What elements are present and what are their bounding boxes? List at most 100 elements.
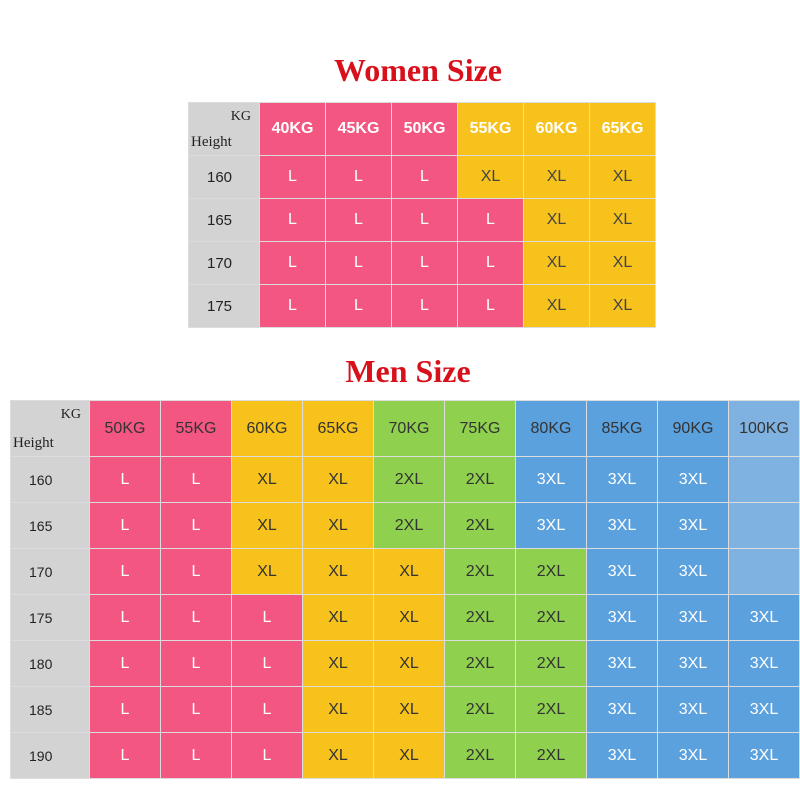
men-size-cell: L: [161, 641, 231, 686]
men-size-cell: 2XL: [374, 503, 444, 548]
women-size-cell: L: [260, 285, 325, 327]
men-size-cell: 2XL: [445, 503, 515, 548]
men-size-cell: 3XL: [516, 457, 586, 502]
women-size-cell: L: [326, 285, 391, 327]
men-size-cell: L: [161, 549, 231, 594]
men-size-cell: L: [90, 733, 160, 778]
men-size-cell: L: [90, 641, 160, 686]
men-col-header: 65KG: [303, 401, 373, 456]
men-row-height: 190: [11, 733, 89, 778]
men-size-cell: 3XL: [729, 687, 799, 732]
women-size-cell: L: [458, 199, 523, 241]
men-size-cell: 3XL: [587, 549, 657, 594]
men-size-cell: 3XL: [587, 687, 657, 732]
men-size-cell: 3XL: [658, 595, 728, 640]
men-size-cell: XL: [303, 503, 373, 548]
men-col-header: 90KG: [658, 401, 728, 456]
women-size-cell: XL: [524, 199, 589, 241]
men-col-header: 100KG: [729, 401, 799, 456]
men-size-cell: [729, 457, 799, 502]
men-size-cell: XL: [303, 549, 373, 594]
men-size-cell: L: [161, 687, 231, 732]
men-size-cell: 3XL: [587, 641, 657, 686]
women-col-header: 45KG: [326, 103, 391, 155]
women-size-cell: L: [260, 156, 325, 198]
women-size-cell: XL: [458, 156, 523, 198]
men-size-cell: 2XL: [516, 733, 586, 778]
men-size-cell: 3XL: [729, 595, 799, 640]
men-col-header: 55KG: [161, 401, 231, 456]
men-size-cell: XL: [303, 457, 373, 502]
men-size-cell: L: [161, 595, 231, 640]
men-size-cell: L: [90, 687, 160, 732]
women-corner-height-label: Height: [191, 134, 232, 150]
men-size-cell: L: [161, 457, 231, 502]
women-size-cell: XL: [590, 242, 655, 284]
men-size-cell: [729, 549, 799, 594]
men-size-cell: 2XL: [445, 733, 515, 778]
women-corner-cell: KG Height: [189, 103, 259, 155]
men-corner-height-label: Height: [13, 435, 54, 451]
men-size-cell: 2XL: [445, 641, 515, 686]
men-size-cell: L: [90, 595, 160, 640]
men-size-cell: L: [232, 733, 302, 778]
men-size-title: Men Size: [345, 353, 471, 389]
men-size-cell: 2XL: [445, 595, 515, 640]
men-size-cell: 2XL: [516, 595, 586, 640]
men-size-cell: XL: [374, 549, 444, 594]
men-size-cell: XL: [303, 641, 373, 686]
men-size-cell: L: [232, 641, 302, 686]
men-size-cell: 3XL: [587, 595, 657, 640]
women-size-cell: XL: [590, 199, 655, 241]
men-row-height: 160: [11, 457, 89, 502]
men-row-height: 175: [11, 595, 89, 640]
men-size-cell: 2XL: [516, 641, 586, 686]
men-size-cell: XL: [303, 595, 373, 640]
women-size-cell: L: [458, 285, 523, 327]
men-size-cell: 3XL: [658, 641, 728, 686]
men-size-cell: 2XL: [516, 687, 586, 732]
women-size-cell: XL: [524, 285, 589, 327]
men-size-cell: 3XL: [729, 733, 799, 778]
women-col-header: 65KG: [590, 103, 655, 155]
women-size-cell: L: [260, 242, 325, 284]
men-size-cell: 2XL: [445, 687, 515, 732]
men-size-cell: 3XL: [587, 503, 657, 548]
women-size-cell: XL: [524, 156, 589, 198]
men-size-cell: 3XL: [587, 457, 657, 502]
women-size-cell: XL: [590, 285, 655, 327]
men-size-cell: 3XL: [516, 503, 586, 548]
men-col-header: 60KG: [232, 401, 302, 456]
men-row-height: 180: [11, 641, 89, 686]
men-size-cell: XL: [374, 595, 444, 640]
women-size-cell: L: [326, 242, 391, 284]
men-row-height: 185: [11, 687, 89, 732]
women-size-cell: L: [458, 242, 523, 284]
women-size-cell: L: [392, 199, 457, 241]
men-size-cell: [729, 503, 799, 548]
men-col-header: 80KG: [516, 401, 586, 456]
men-size-cell: 3XL: [658, 457, 728, 502]
men-size-cell: XL: [374, 733, 444, 778]
men-corner-cell: KG Height: [11, 401, 89, 456]
men-size-cell: 2XL: [445, 457, 515, 502]
women-size-title: Women Size: [334, 52, 502, 88]
men-size-cell: XL: [303, 733, 373, 778]
women-size-cell: L: [392, 156, 457, 198]
women-row-height: 165: [189, 199, 259, 241]
men-size-cell: XL: [232, 503, 302, 548]
men-size-cell: L: [232, 687, 302, 732]
women-size-cell: L: [392, 285, 457, 327]
men-col-header: 70KG: [374, 401, 444, 456]
men-row-height: 170: [11, 549, 89, 594]
men-size-cell: 3XL: [587, 733, 657, 778]
women-row-height: 170: [189, 242, 259, 284]
men-size-cell: XL: [303, 687, 373, 732]
men-col-header: 75KG: [445, 401, 515, 456]
men-size-cell: L: [90, 503, 160, 548]
women-row-height: 160: [189, 156, 259, 198]
men-size-cell: XL: [374, 687, 444, 732]
men-size-cell: L: [161, 503, 231, 548]
men-size-cell: 3XL: [658, 549, 728, 594]
men-size-cell: 2XL: [445, 549, 515, 594]
